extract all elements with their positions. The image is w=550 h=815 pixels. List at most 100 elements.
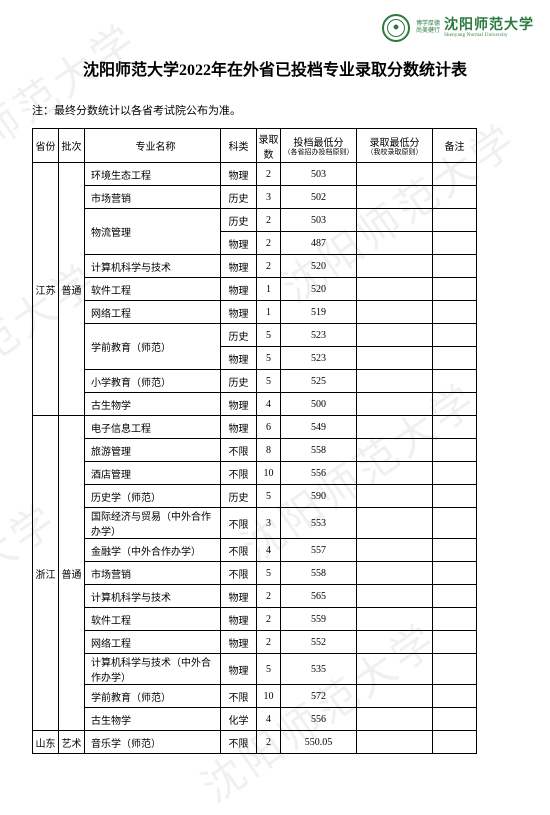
cell-score1: 553 bbox=[281, 508, 357, 539]
cell-score1: 556 bbox=[281, 462, 357, 485]
cell-subject: 物理 bbox=[221, 301, 257, 324]
table-row: 市场营销历史3502 bbox=[33, 186, 477, 209]
cell-province: 浙江 bbox=[33, 416, 59, 731]
table-row: 学前教育（师范）不限10572 bbox=[33, 685, 477, 708]
cell-remark bbox=[433, 324, 477, 347]
cell-remark bbox=[433, 163, 477, 186]
col-quota: 录取数 bbox=[257, 129, 281, 163]
cell-remark bbox=[433, 485, 477, 508]
cell-remark bbox=[433, 731, 477, 754]
cell-score2 bbox=[357, 324, 433, 347]
cell-quota: 1 bbox=[257, 301, 281, 324]
cell-subject: 不限 bbox=[221, 685, 257, 708]
cell-quota: 3 bbox=[257, 508, 281, 539]
cell-subject: 物理 bbox=[221, 585, 257, 608]
cell-quota: 5 bbox=[257, 485, 281, 508]
col-remark: 备注 bbox=[433, 129, 477, 163]
cell-score1: 549 bbox=[281, 416, 357, 439]
cell-remark bbox=[433, 585, 477, 608]
cell-score2 bbox=[357, 462, 433, 485]
cell-score1: 552 bbox=[281, 631, 357, 654]
cell-quota: 5 bbox=[257, 324, 281, 347]
cell-subject: 不限 bbox=[221, 539, 257, 562]
cell-major: 古生物学 bbox=[85, 708, 221, 731]
cell-score1: 550.05 bbox=[281, 731, 357, 754]
cell-remark bbox=[433, 255, 477, 278]
table-row: 小学教育（师范）历史5525 bbox=[33, 370, 477, 393]
cell-remark bbox=[433, 439, 477, 462]
cell-batch: 艺术 bbox=[59, 731, 85, 754]
cell-subject: 物理 bbox=[221, 608, 257, 631]
cell-score2 bbox=[357, 232, 433, 255]
cell-score1: 535 bbox=[281, 654, 357, 685]
cell-quota: 4 bbox=[257, 708, 281, 731]
cell-score2 bbox=[357, 186, 433, 209]
cell-quota: 5 bbox=[257, 562, 281, 585]
score-table: 省份 批次 专业名称 科类 录取数 投档最低分 （各省招办投档原则） 录取最低分… bbox=[32, 128, 477, 754]
table-row: 网络工程物理1519 bbox=[33, 301, 477, 324]
cell-score2 bbox=[357, 301, 433, 324]
cell-major: 网络工程 bbox=[85, 301, 221, 324]
cell-major: 环境生态工程 bbox=[85, 163, 221, 186]
cell-subject: 化学 bbox=[221, 708, 257, 731]
table-row: 计算机科学与技术物理2565 bbox=[33, 585, 477, 608]
cell-score2 bbox=[357, 608, 433, 631]
table-row: 网络工程物理2552 bbox=[33, 631, 477, 654]
cell-quota: 4 bbox=[257, 393, 281, 416]
cell-score2 bbox=[357, 163, 433, 186]
cell-subject: 历史 bbox=[221, 370, 257, 393]
cell-subject: 物理 bbox=[221, 347, 257, 370]
cell-remark bbox=[433, 539, 477, 562]
cell-score1: 590 bbox=[281, 485, 357, 508]
table-row: 酒店管理不限10556 bbox=[33, 462, 477, 485]
cell-score2 bbox=[357, 508, 433, 539]
table-row: 物流管理历史2503 bbox=[33, 209, 477, 232]
cell-score2 bbox=[357, 370, 433, 393]
cell-quota: 6 bbox=[257, 416, 281, 439]
cell-score1: 487 bbox=[281, 232, 357, 255]
cell-quota: 10 bbox=[257, 462, 281, 485]
table-row: 计算机科学与技术（中外合作办学）物理5535 bbox=[33, 654, 477, 685]
cell-major: 旅游管理 bbox=[85, 439, 221, 462]
cell-score2 bbox=[357, 685, 433, 708]
cell-quota: 2 bbox=[257, 608, 281, 631]
cell-subject: 物理 bbox=[221, 278, 257, 301]
cell-remark bbox=[433, 301, 477, 324]
table-row: 古生物学物理4500 bbox=[33, 393, 477, 416]
cell-score1: 503 bbox=[281, 209, 357, 232]
cell-subject: 物理 bbox=[221, 232, 257, 255]
cell-quota: 10 bbox=[257, 685, 281, 708]
cell-score1: 558 bbox=[281, 439, 357, 462]
cell-subject: 物理 bbox=[221, 393, 257, 416]
cell-remark bbox=[433, 393, 477, 416]
cell-score2 bbox=[357, 539, 433, 562]
cell-score1: 502 bbox=[281, 186, 357, 209]
cell-quota: 2 bbox=[257, 209, 281, 232]
cell-major: 物流管理 bbox=[85, 209, 221, 255]
cell-score2 bbox=[357, 209, 433, 232]
cell-score1: 525 bbox=[281, 370, 357, 393]
cell-score2 bbox=[357, 485, 433, 508]
cell-quota: 3 bbox=[257, 186, 281, 209]
cell-score2 bbox=[357, 631, 433, 654]
table-header-row: 省份 批次 专业名称 科类 录取数 投档最低分 （各省招办投档原则） 录取最低分… bbox=[33, 129, 477, 163]
cell-remark bbox=[433, 347, 477, 370]
table-row: 学前教育（师范）历史5523 bbox=[33, 324, 477, 347]
cell-score1: 500 bbox=[281, 393, 357, 416]
cell-remark bbox=[433, 232, 477, 255]
cell-score2 bbox=[357, 278, 433, 301]
cell-score2 bbox=[357, 439, 433, 462]
col-batch: 批次 bbox=[59, 129, 85, 163]
cell-subject: 历史 bbox=[221, 186, 257, 209]
cell-score2 bbox=[357, 347, 433, 370]
cell-score1: 558 bbox=[281, 562, 357, 585]
cell-quota: 5 bbox=[257, 654, 281, 685]
table-row: 软件工程物理2559 bbox=[33, 608, 477, 631]
cell-remark bbox=[433, 654, 477, 685]
cell-major: 历史学（师范） bbox=[85, 485, 221, 508]
cell-remark bbox=[433, 631, 477, 654]
cell-score2 bbox=[357, 562, 433, 585]
cell-score1: 503 bbox=[281, 163, 357, 186]
cell-quota: 8 bbox=[257, 439, 281, 462]
cell-subject: 历史 bbox=[221, 324, 257, 347]
